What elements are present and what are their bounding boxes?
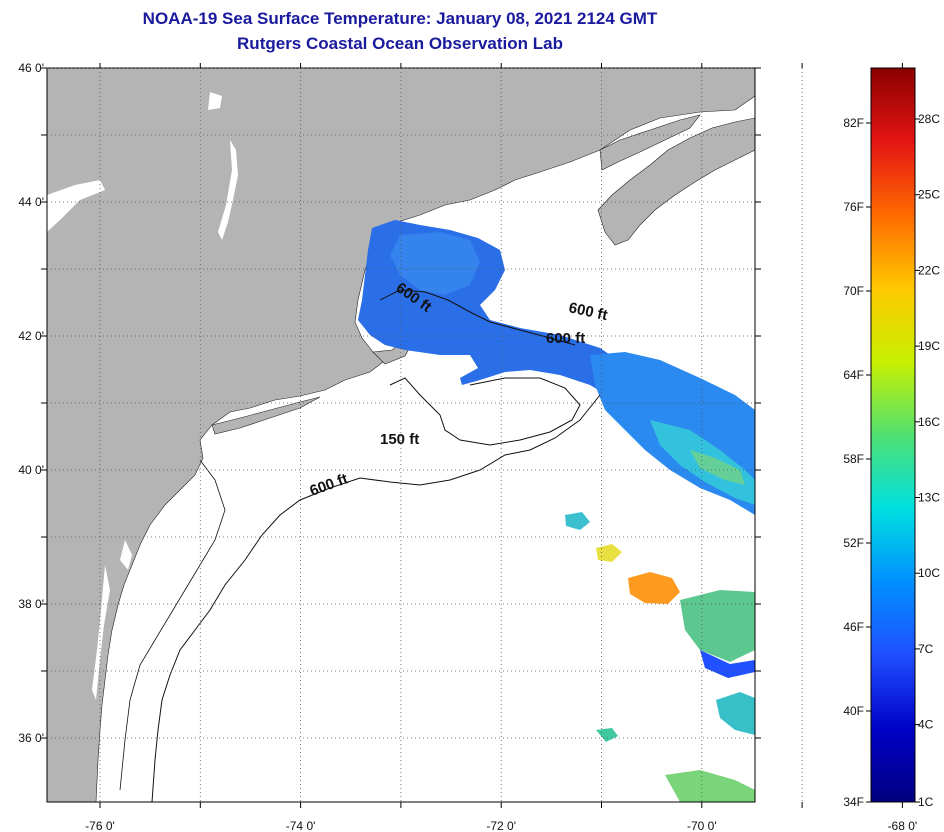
colorbar-label-f: 76F xyxy=(843,200,864,214)
colorbar-label-c: 25C xyxy=(918,188,940,202)
colorbar-label-c: 28C xyxy=(918,112,940,126)
lat-label: 42 0' xyxy=(18,329,44,343)
colorbar-ticks: 82F 76F 70F 64F 58F 52F 46F 40F 34F 28C 25C 22C 19C 1… xyxy=(843,112,940,809)
sst-patch-teal xyxy=(565,512,590,530)
lat-label: 40 0' xyxy=(18,463,44,477)
lake-ontario-edge xyxy=(47,180,105,232)
land-new-brunswick xyxy=(599,114,701,171)
contour-label-georges: 150 ft xyxy=(380,431,419,448)
sst-patch-yellow xyxy=(596,544,622,562)
sst-patch-mixed-east xyxy=(680,590,755,662)
land-mainland xyxy=(47,68,755,802)
colorbar-label-c: 1C xyxy=(918,795,934,809)
lake-champlain xyxy=(218,140,238,240)
lon-label: -74 0' xyxy=(286,819,316,832)
colorbar-label-f: 34F xyxy=(843,795,864,809)
colorbar xyxy=(870,67,916,803)
contour-gom-inner xyxy=(379,289,576,346)
lat-label: 44 0' xyxy=(18,195,44,209)
sst-patch-warm xyxy=(628,572,680,604)
colorbar-label-c: 16C xyxy=(918,415,940,429)
land-long-island xyxy=(211,396,321,435)
lon-label: -76 0' xyxy=(85,819,115,832)
contour-label-gom-south: 600 ft xyxy=(546,330,585,347)
sst-gulf-of-maine-inner xyxy=(390,232,480,295)
sst-patch-south xyxy=(716,692,755,735)
sst-patch-bottom xyxy=(665,770,755,802)
colorbar-label-f: 82F xyxy=(843,116,864,130)
lon-label: -72 0' xyxy=(486,819,516,832)
map-subtitle: Rutgers Coastal Ocean Observation Lab xyxy=(237,34,563,53)
contour-600ft-shelf xyxy=(151,394,601,802)
lat-label: 38 0' xyxy=(18,597,44,611)
lon-label: -68 0' xyxy=(888,819,918,832)
colorbar-label-c: 4C xyxy=(918,718,934,732)
colorbar-label-c: 10C xyxy=(918,566,940,580)
lon-label: -70 0' xyxy=(687,819,717,832)
sst-slope-green xyxy=(690,450,745,485)
axis-ticks: -76 0'-74 0'-72 0'-70 0'-68 0'-66 0'-64 … xyxy=(18,61,918,832)
contour-nearshore xyxy=(119,459,226,791)
delaware-bay xyxy=(120,540,132,570)
colorbar-label-f: 46F xyxy=(843,620,864,634)
colorbar-label-c: 13C xyxy=(918,491,940,505)
colorbar-label-c: 7C xyxy=(918,642,934,656)
chesapeake-bay xyxy=(92,565,110,700)
sst-patch-blue-east xyxy=(700,650,755,678)
colorbar-label-f: 52F xyxy=(843,536,864,550)
colorbar-label-f: 40F xyxy=(843,704,864,718)
colorbar-label-f: 70F xyxy=(843,284,864,298)
map-title: NOAA-19 Sea Surface Temperature: January… xyxy=(142,9,658,28)
contour-150ft-georges xyxy=(389,377,581,446)
lat-label: 46 0' xyxy=(18,61,44,75)
colorbar-label-f: 58F xyxy=(843,452,864,466)
colorbar-label-f: 64F xyxy=(843,368,864,382)
lake-moosehead xyxy=(208,92,222,110)
colorbar-label-c: 22C xyxy=(918,263,940,277)
lat-label: 36 0' xyxy=(18,731,44,745)
sst-patch-small xyxy=(596,728,618,742)
colorbar-label-c: 19C xyxy=(918,339,940,353)
